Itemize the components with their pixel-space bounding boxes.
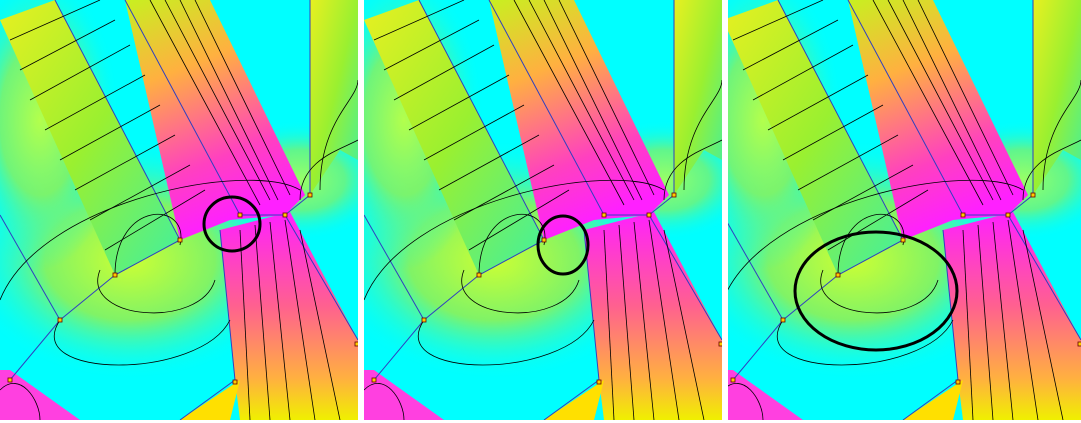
page	[0, 0, 1081, 423]
panel-3	[683, 0, 1081, 420]
panel-1	[0, 0, 390, 420]
panel-2	[324, 0, 754, 420]
figure	[0, 0, 1081, 423]
